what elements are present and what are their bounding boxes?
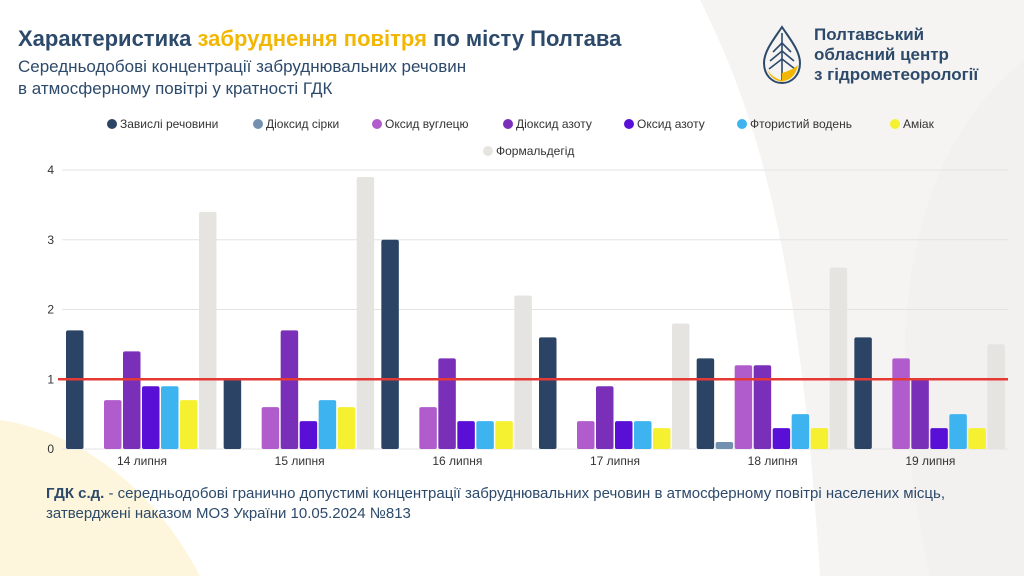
- bar: [577, 421, 595, 449]
- bar: [261, 407, 280, 449]
- bar: [753, 365, 772, 449]
- subtitle-line-1: Середньодобові концентрації забруднюваль…: [18, 57, 467, 76]
- bar: [161, 386, 179, 449]
- footnote-term: ГДК с.д.: [46, 485, 105, 502]
- bar: [539, 337, 557, 449]
- bar: [495, 421, 513, 449]
- legend-label: Фтористий водень: [750, 117, 852, 131]
- bar: [457, 421, 475, 449]
- org-line-2: обласний центр: [814, 45, 949, 64]
- bar: [142, 386, 160, 449]
- bar: [615, 421, 633, 449]
- legend-marker: [503, 119, 513, 129]
- legend-label: Завислі речовини: [120, 117, 218, 131]
- x-tick-label: 17 липня: [590, 454, 640, 468]
- bar: [123, 351, 141, 449]
- bar: [672, 323, 690, 449]
- bar: [829, 267, 848, 449]
- x-tick-label: 16 липня: [432, 454, 482, 468]
- page-subtitle: Середньодобові концентрації забруднюваль…: [18, 56, 658, 100]
- bar: [949, 414, 967, 449]
- org-line-1: Полтавський: [814, 25, 925, 44]
- legend-marker: [624, 119, 634, 129]
- y-tick-label: 4: [47, 163, 54, 177]
- legend-label: Діоксид азоту: [516, 117, 592, 131]
- y-tick-label: 1: [47, 372, 54, 386]
- legend-label: Діоксид сірки: [266, 117, 339, 131]
- bar: [791, 414, 810, 449]
- y-tick-label: 3: [47, 233, 54, 247]
- bar: [318, 400, 337, 449]
- subtitle-line-2: в атмосферному повітрі у кратності ГДК: [18, 79, 333, 98]
- bar: [514, 295, 532, 449]
- footnote: ГДК с.д. - середньодобові гранично допус…: [46, 484, 1006, 524]
- bar: [715, 442, 734, 449]
- bar: [854, 337, 872, 449]
- bar: [280, 330, 299, 449]
- legend-marker: [483, 146, 493, 156]
- bar: [337, 407, 356, 449]
- bar: [476, 421, 494, 449]
- x-tick-label: 14 липня: [117, 454, 167, 468]
- bar: [356, 176, 375, 449]
- bar: [810, 428, 829, 449]
- bar: [696, 358, 715, 449]
- bar: [199, 211, 217, 449]
- legend-marker: [737, 119, 747, 129]
- bar: [438, 358, 456, 449]
- bar: [892, 358, 910, 449]
- title-highlight: забруднення повітря: [197, 26, 427, 51]
- bar: [653, 428, 671, 449]
- legend-label: Формальдегід: [496, 144, 574, 158]
- bar: [911, 379, 929, 449]
- bar: [104, 400, 122, 449]
- bar: [66, 330, 84, 449]
- y-tick-label: 2: [47, 303, 54, 317]
- footnote-text: - середньодобові гранично допустимі конц…: [46, 485, 946, 522]
- legend-label: Оксид вуглецю: [385, 117, 469, 131]
- bar: [987, 344, 1005, 449]
- bar: [299, 421, 318, 449]
- organization-name: Полтавський обласний центр з гідрометеорол…: [814, 25, 978, 85]
- bar: [772, 428, 791, 449]
- bar: [596, 386, 614, 449]
- bar: [634, 421, 652, 449]
- x-tick-label: 19 липня: [905, 454, 955, 468]
- legend-marker: [253, 119, 263, 129]
- bar: [381, 239, 399, 449]
- organization-block: Полтавський обласний центр з гідрометеорол…: [762, 25, 978, 85]
- legend-marker: [372, 119, 382, 129]
- page-title: Характеристика забруднення повітря по мі…: [18, 26, 621, 52]
- bar: [734, 365, 753, 449]
- y-tick-label: 0: [47, 442, 54, 456]
- bar: [180, 400, 198, 449]
- bar: [419, 407, 437, 449]
- bar-chart: 0 1 2 3 4 14 липня 15 липня 16 липня 17 липня 18 …: [47, 117, 1008, 468]
- legend-marker: [890, 119, 900, 129]
- x-tick-label: 15 липня: [275, 454, 325, 468]
- legend-label: Оксид азоту: [637, 117, 705, 131]
- x-tick-label: 18 липня: [748, 454, 798, 468]
- legend-label: Аміак: [903, 117, 935, 131]
- legend-marker: [107, 119, 117, 129]
- bar: [968, 428, 986, 449]
- title-part-1: Характеристика: [18, 26, 198, 51]
- drop-leaf-logo-icon: [762, 25, 802, 85]
- org-line-3: з гідрометеорології: [814, 65, 979, 84]
- bar: [223, 379, 242, 449]
- bar: [930, 428, 948, 449]
- title-part-2: по місту Полтава: [426, 26, 622, 51]
